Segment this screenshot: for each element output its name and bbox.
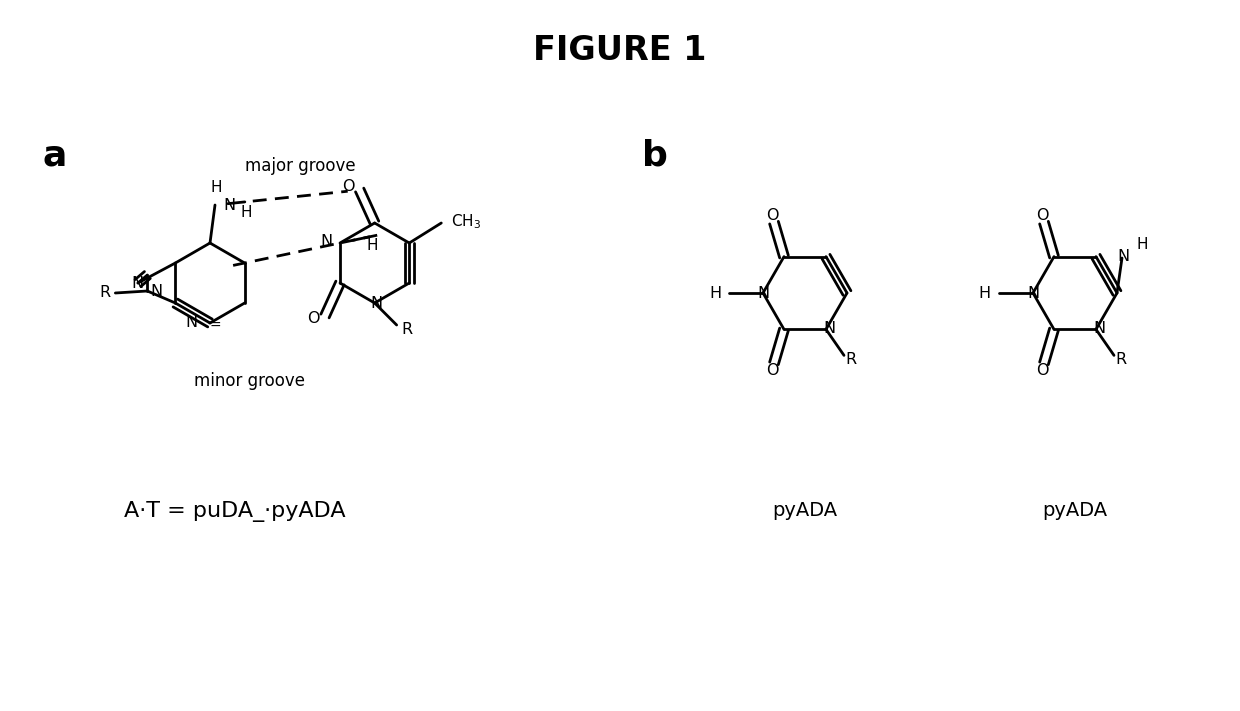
Text: N: N — [756, 286, 769, 301]
Text: H: H — [978, 286, 991, 301]
Text: O: O — [1035, 363, 1048, 378]
Text: b: b — [642, 139, 668, 173]
Text: O: O — [766, 208, 779, 223]
Text: pyADA: pyADA — [1043, 501, 1107, 520]
Text: H: H — [367, 238, 378, 253]
Text: pyADA: pyADA — [773, 501, 837, 520]
Text: H: H — [709, 286, 720, 301]
Text: R: R — [402, 323, 413, 338]
Text: N: N — [1027, 286, 1039, 301]
Text: minor groove: minor groove — [195, 372, 305, 390]
Text: N: N — [320, 235, 332, 250]
Text: CH$_3$: CH$_3$ — [451, 213, 481, 231]
Text: O: O — [766, 363, 779, 378]
Text: N: N — [223, 198, 236, 213]
Text: N: N — [1117, 249, 1130, 264]
Text: =: = — [210, 319, 221, 333]
Text: N: N — [1092, 321, 1105, 336]
Text: N: N — [371, 296, 383, 311]
Text: H: H — [211, 179, 222, 195]
Text: O: O — [342, 179, 355, 195]
Text: FIGURE 1: FIGURE 1 — [533, 35, 707, 68]
Text: H: H — [1136, 237, 1148, 252]
Text: a: a — [43, 139, 67, 173]
Text: N: N — [150, 284, 162, 299]
Text: H: H — [241, 205, 252, 220]
Text: O: O — [1035, 208, 1048, 223]
Text: A·T = puDA_·pyADA: A·T = puDA_·pyADA — [124, 501, 346, 521]
Text: N: N — [131, 275, 143, 291]
Text: major groove: major groove — [244, 157, 356, 175]
Text: N: N — [185, 316, 197, 331]
Text: R: R — [99, 286, 110, 301]
Text: O: O — [308, 311, 320, 326]
Text: R: R — [1116, 352, 1127, 367]
Text: N: N — [823, 321, 835, 336]
Text: R: R — [846, 352, 857, 367]
